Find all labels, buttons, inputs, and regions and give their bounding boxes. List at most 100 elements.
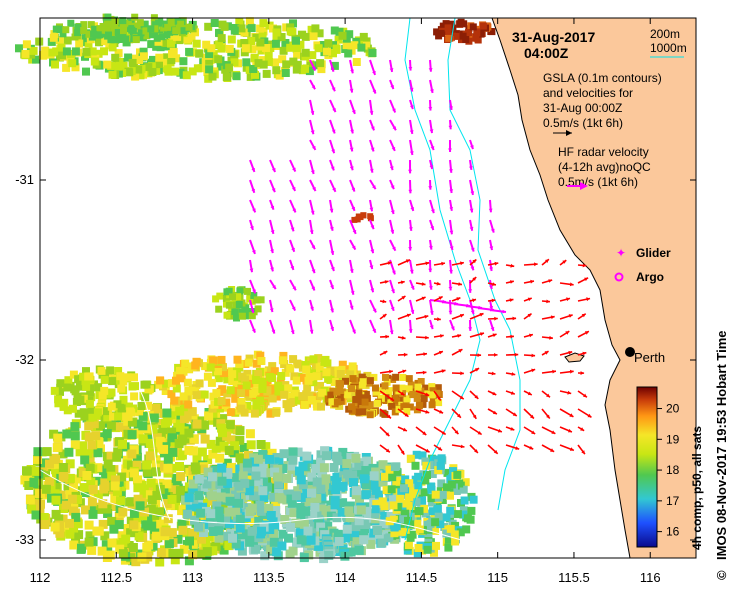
gsla-arrow-head — [448, 148, 452, 152]
sst-pixel — [167, 39, 175, 48]
gsla-arrow-head — [351, 206, 355, 211]
sst-pixel — [191, 386, 200, 395]
gsla-arrow-head — [392, 270, 396, 275]
sst-pixel — [288, 447, 298, 457]
sst-pixel — [403, 395, 411, 403]
gsla-arrow-head — [389, 330, 394, 335]
sst-pixel — [228, 370, 237, 379]
sst-pixel — [393, 503, 402, 512]
sst-pixel — [332, 489, 342, 499]
sst-pixel — [233, 372, 242, 381]
sst-pixel — [317, 65, 326, 74]
gsla-arrow-head — [390, 185, 395, 190]
sst-pixel — [84, 537, 94, 547]
hf-arrow-head — [424, 314, 429, 319]
sst-pixel — [214, 526, 224, 536]
sst-pixel — [107, 516, 117, 526]
colorbar-label: 4h comp, p50, all sats — [690, 426, 704, 550]
sst-pixel — [216, 292, 224, 300]
sst-pixel — [378, 460, 388, 470]
sst-pixel — [338, 31, 347, 40]
sst-pixel — [194, 491, 204, 501]
sst-pixel — [217, 463, 227, 473]
sst-pixel — [217, 44, 226, 53]
sst-pixel — [284, 489, 294, 499]
sst-pixel — [145, 490, 155, 500]
sst-pixel — [358, 373, 366, 381]
gsla-text-3: 31-Aug 00:00Z — [543, 101, 622, 115]
hf-arrow-head — [423, 352, 427, 356]
sst-pixel — [183, 378, 192, 387]
sst-pixel — [434, 512, 443, 521]
sst-pixel — [442, 20, 450, 28]
sst-pixel — [329, 387, 337, 395]
sst-pixel — [330, 496, 340, 506]
sst-pixel — [287, 461, 297, 471]
sst-pixel — [168, 50, 176, 58]
sst-pixel — [215, 436, 225, 446]
sst-pixel — [294, 396, 303, 405]
sst-pixel — [355, 382, 363, 390]
sst-pixel — [155, 53, 164, 62]
sst-pixel — [261, 442, 271, 452]
sst-pixel — [84, 372, 93, 381]
sst-pixel — [139, 47, 148, 56]
sst-pixel — [155, 436, 165, 446]
sst-pixel — [321, 505, 331, 515]
sst-pixel — [251, 471, 261, 481]
sst-pixel — [160, 24, 168, 32]
sst-pixel — [259, 454, 269, 464]
sst-pixel — [301, 64, 309, 73]
sst-pixel — [254, 370, 263, 378]
sst-pixel — [266, 44, 275, 52]
sst-pixel — [74, 409, 83, 418]
gsla-arrow-head — [449, 106, 453, 110]
sst-pixel — [272, 28, 281, 37]
hf-radar-arrows — [379, 258, 592, 455]
sst-pixel — [93, 448, 103, 458]
sst-pixel — [101, 26, 109, 34]
sst-pixel — [200, 390, 209, 399]
sst-pixel — [235, 359, 244, 368]
sst-pixel — [22, 40, 31, 49]
sst-pixel — [167, 528, 177, 538]
gsla-arrow-head — [489, 285, 493, 290]
sst-pixel — [231, 539, 241, 549]
sst-pixel — [271, 58, 279, 67]
sst-pixel — [207, 491, 217, 501]
sst-pixel — [222, 398, 231, 407]
sst-pixel — [128, 54, 137, 63]
sst-pixel — [86, 413, 95, 422]
sst-pixel — [144, 63, 153, 72]
sst-pixel — [363, 371, 372, 380]
sst-pixel — [397, 396, 405, 404]
sst-pixel — [405, 385, 413, 393]
sst-pixel — [197, 416, 207, 426]
sst-pixel — [142, 27, 150, 35]
sst-pixel — [41, 46, 50, 55]
sst-pixel — [272, 547, 282, 557]
hf-arrow-head — [529, 445, 534, 450]
sst-pixel — [63, 383, 72, 392]
sst-pixel — [163, 463, 173, 473]
sst-pixel — [301, 536, 311, 546]
gsla-arrow-head — [391, 289, 395, 294]
gsla-arrow-head — [252, 208, 256, 213]
sst-pixel — [427, 494, 436, 503]
gsla-arrow-head — [410, 105, 414, 110]
sst-pixel — [220, 486, 230, 496]
sst-pixel — [179, 392, 188, 401]
hf-arrow-head — [546, 414, 550, 419]
sst-pixel — [248, 515, 258, 525]
sst-pixel — [149, 55, 157, 64]
sst-pixel — [217, 397, 226, 405]
sst-pixel — [349, 470, 359, 480]
gsla-arrow-head — [370, 225, 375, 230]
sst-pixel — [362, 456, 371, 466]
sst-pixel — [199, 528, 208, 537]
sst-pixel — [178, 434, 188, 444]
sst-pixel — [314, 511, 324, 521]
sst-pixel — [150, 510, 160, 520]
sst-pixel — [253, 454, 263, 464]
gsla-arrow-head — [470, 247, 475, 252]
